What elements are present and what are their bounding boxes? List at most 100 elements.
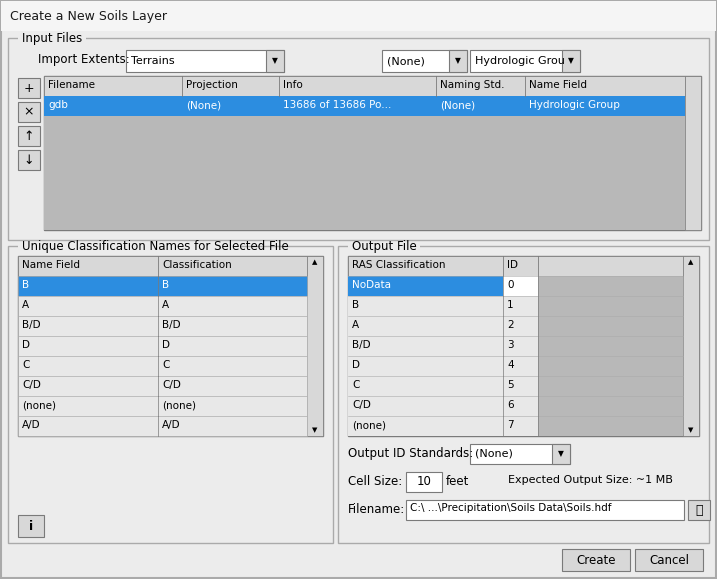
Bar — [18, 316, 307, 336]
Bar — [538, 356, 683, 376]
Bar — [266, 50, 284, 72]
Bar — [18, 336, 307, 356]
Bar — [18, 515, 44, 537]
Bar — [18, 296, 307, 316]
Text: C/D: C/D — [22, 380, 41, 390]
Text: Projection: Projection — [186, 80, 238, 90]
Bar — [44, 76, 701, 230]
Text: ▼: ▼ — [272, 57, 278, 65]
Text: Filename:: Filename: — [348, 503, 405, 516]
Bar — [44, 116, 685, 230]
Text: 1: 1 — [507, 300, 513, 310]
Bar — [18, 376, 307, 396]
Bar — [348, 396, 538, 416]
Text: Input Files: Input Files — [22, 32, 82, 45]
Bar — [348, 276, 503, 296]
Text: Name Field: Name Field — [529, 80, 587, 90]
Bar — [18, 256, 307, 276]
Bar — [1, 1, 716, 31]
Bar — [18, 416, 307, 436]
Text: ▼: ▼ — [688, 427, 693, 433]
Text: Info: Info — [283, 80, 303, 90]
Bar — [348, 256, 699, 436]
Text: ID: ID — [507, 260, 518, 270]
Bar — [538, 296, 683, 316]
Text: (none): (none) — [162, 400, 196, 410]
Bar — [503, 276, 538, 296]
Bar — [683, 256, 699, 436]
Bar — [348, 316, 538, 336]
Bar — [348, 245, 420, 257]
Text: Unique Classification Names for Selected File: Unique Classification Names for Selected… — [22, 240, 289, 253]
Text: (None): (None) — [387, 56, 425, 66]
Bar — [635, 549, 703, 571]
Bar — [126, 50, 284, 72]
Bar — [8, 38, 709, 240]
Bar — [449, 50, 467, 72]
Bar — [538, 416, 683, 436]
Text: B: B — [162, 280, 169, 290]
Text: Naming Std.: Naming Std. — [440, 80, 505, 90]
Text: C: C — [352, 380, 359, 390]
Bar — [348, 296, 538, 316]
Text: B: B — [352, 300, 359, 310]
Text: Cancel: Cancel — [649, 554, 689, 566]
Bar — [18, 245, 240, 257]
Text: ↑: ↑ — [24, 130, 34, 142]
Text: 4: 4 — [507, 360, 513, 370]
Text: RAS Classification: RAS Classification — [352, 260, 445, 270]
Bar — [470, 444, 570, 464]
Text: C:\ ...\Precipitation\Soils Data\Soils.hdf: C:\ ...\Precipitation\Soils Data\Soils.h… — [410, 503, 612, 513]
Text: Output ID Standards:: Output ID Standards: — [348, 447, 473, 460]
Text: 🗀: 🗀 — [695, 504, 703, 516]
Text: B/D: B/D — [22, 320, 41, 330]
Text: 10: 10 — [417, 475, 432, 488]
Text: 0: 0 — [507, 280, 513, 290]
Bar — [538, 316, 683, 336]
Text: A/D: A/D — [22, 420, 41, 430]
Text: Cell Size:: Cell Size: — [348, 475, 402, 488]
Bar — [18, 256, 323, 436]
Text: gdb: gdb — [48, 100, 68, 110]
Bar — [338, 246, 709, 543]
Bar — [562, 549, 630, 571]
Text: Hydrologic Grou: Hydrologic Grou — [475, 56, 565, 66]
Bar — [18, 126, 40, 146]
Bar — [18, 150, 40, 170]
Bar — [538, 376, 683, 396]
Bar — [538, 396, 683, 416]
Text: A/D: A/D — [162, 420, 181, 430]
Bar — [18, 396, 307, 416]
Text: B: B — [22, 280, 29, 290]
Text: (none): (none) — [352, 420, 386, 430]
Text: 3: 3 — [507, 340, 513, 350]
Text: C/D: C/D — [162, 380, 181, 390]
Bar — [348, 356, 538, 376]
Text: ↓: ↓ — [24, 153, 34, 167]
Text: Terrains: Terrains — [131, 56, 175, 66]
Text: 5: 5 — [507, 380, 513, 390]
Text: Name Field: Name Field — [22, 260, 80, 270]
Text: Output File: Output File — [352, 240, 417, 253]
Bar — [18, 37, 86, 49]
Text: 6: 6 — [507, 400, 513, 410]
Bar — [685, 76, 701, 230]
Text: D: D — [352, 360, 360, 370]
Bar — [348, 416, 538, 436]
Text: Classification: Classification — [162, 260, 232, 270]
Bar — [307, 256, 323, 436]
Bar — [406, 500, 684, 520]
Text: A: A — [162, 300, 169, 310]
Text: +: + — [24, 82, 34, 94]
Text: (None): (None) — [475, 449, 513, 459]
Bar — [18, 78, 40, 98]
Text: ▲: ▲ — [313, 259, 318, 265]
Text: A: A — [22, 300, 29, 310]
Text: (None): (None) — [186, 100, 221, 110]
Text: Expected Output Size: ~1 MB: Expected Output Size: ~1 MB — [508, 475, 673, 485]
Text: Import Extents:: Import Extents: — [38, 53, 130, 66]
Text: (None): (None) — [440, 100, 475, 110]
Text: 7: 7 — [507, 420, 513, 430]
Bar — [406, 472, 442, 492]
Text: ▼: ▼ — [568, 57, 574, 65]
